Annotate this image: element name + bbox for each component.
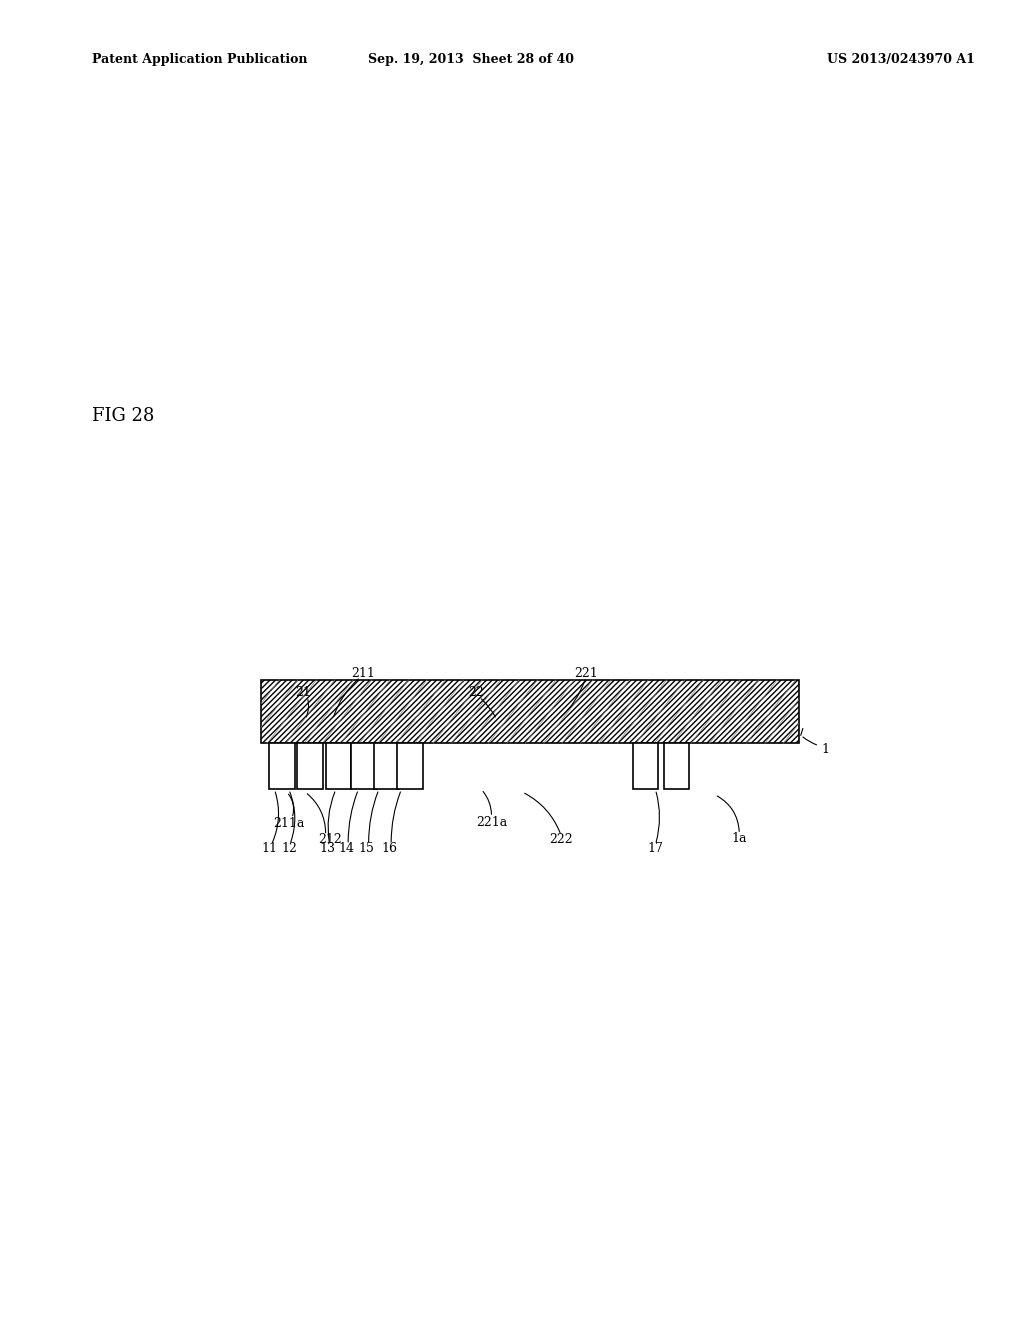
Text: FIG 28: FIG 28 [92,407,155,425]
Bar [664,743,689,789]
Bar [269,743,295,789]
Bar [297,743,323,789]
Text: 211: 211 [351,667,376,680]
Text: 17: 17 [647,842,664,855]
Text: 13: 13 [319,842,336,855]
Text: 21: 21 [295,686,311,700]
Text: 14: 14 [338,842,354,855]
Text: 211a: 211a [273,817,304,830]
Text: 1: 1 [821,743,829,756]
Text: 12: 12 [282,842,298,855]
Text: US 2013/0243970 A1: US 2013/0243970 A1 [827,53,975,66]
Bar [633,743,658,789]
Text: Sep. 19, 2013  Sheet 28 of 40: Sep. 19, 2013 Sheet 28 of 40 [368,53,574,66]
Text: 212: 212 [317,833,342,846]
Bar [397,743,423,789]
Text: 221: 221 [573,667,598,680]
Bar [261,680,799,743]
Text: 22: 22 [468,686,484,700]
Text: Patent Application Publication: Patent Application Publication [92,53,307,66]
Bar [374,743,399,789]
Bar [351,743,377,789]
Text: 1a: 1a [731,832,748,845]
Bar [326,743,351,789]
Text: 222: 222 [549,833,573,846]
Text: 16: 16 [381,842,397,855]
Text: 11: 11 [261,842,278,855]
Text: 15: 15 [358,842,375,855]
Text: 221a: 221a [476,816,507,829]
